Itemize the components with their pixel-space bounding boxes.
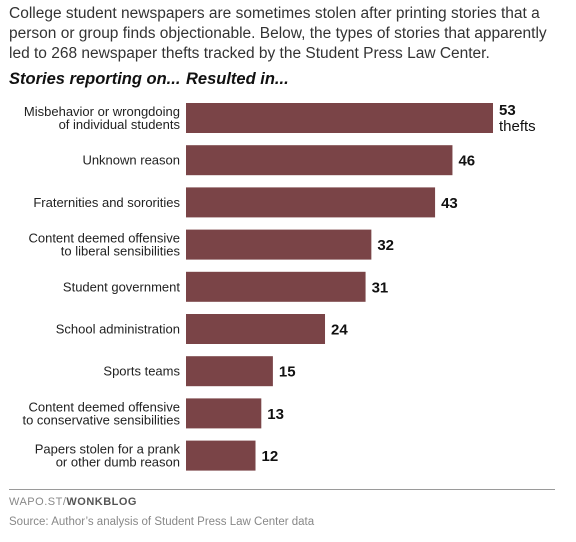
category-label: Fraternities and sororities xyxy=(33,195,180,210)
category-label: Content deemed offensive to conservative … xyxy=(22,399,180,427)
brand-credit: WAPO.ST/WONKBLOG xyxy=(9,496,137,508)
value-unit-label: thefts xyxy=(499,118,536,135)
chart-intro-text: College student newspapers are sometimes… xyxy=(9,5,547,62)
bar-misbehavior-or-wrongdoing xyxy=(186,103,493,133)
brand-prefix: WAPO.ST/ xyxy=(9,496,67,508)
categories-column-header: Stories reporting on... xyxy=(9,70,181,88)
bar-fraternities-and-sororities xyxy=(186,187,436,218)
value-label: 24 xyxy=(331,322,348,339)
value-label: 15 xyxy=(279,364,296,381)
value-label: 31 xyxy=(372,279,389,296)
bar-content-deemed-offensive xyxy=(186,229,372,260)
value-label: 12 xyxy=(262,448,279,465)
footer-divider xyxy=(9,489,555,490)
bar-papers-stolen-for-a-prank xyxy=(186,440,256,471)
category-label: Papers stolen for a prank or other dumb r… xyxy=(35,442,181,470)
category-label: Content deemed offensive to liberal sensi… xyxy=(28,231,180,259)
value-label: 43 xyxy=(441,195,458,212)
bar-student-government xyxy=(186,271,366,302)
bar-content-deemed-offensive xyxy=(186,398,262,429)
category-label: School administration xyxy=(56,322,180,337)
brand-name: WONKBLOG xyxy=(66,496,137,508)
category-label: Student government xyxy=(63,279,180,294)
category-label: Misbehavior or wrongdoing of individual s… xyxy=(24,104,181,132)
values-column-header: Resulted in... xyxy=(186,70,289,88)
bar-unknown-reason xyxy=(186,145,453,176)
value-label: 13 xyxy=(267,406,284,423)
category-label: Sports teams xyxy=(103,364,180,379)
bar-school-administration xyxy=(186,314,326,344)
bar-sports-teams xyxy=(186,356,273,387)
value-label: 46 xyxy=(458,153,475,170)
source-note: Source: Author’s analysis of Student Pre… xyxy=(9,516,315,528)
value-label: 53 xyxy=(499,102,516,119)
category-label: Unknown reason xyxy=(82,153,180,168)
value-label: 32 xyxy=(377,237,394,254)
